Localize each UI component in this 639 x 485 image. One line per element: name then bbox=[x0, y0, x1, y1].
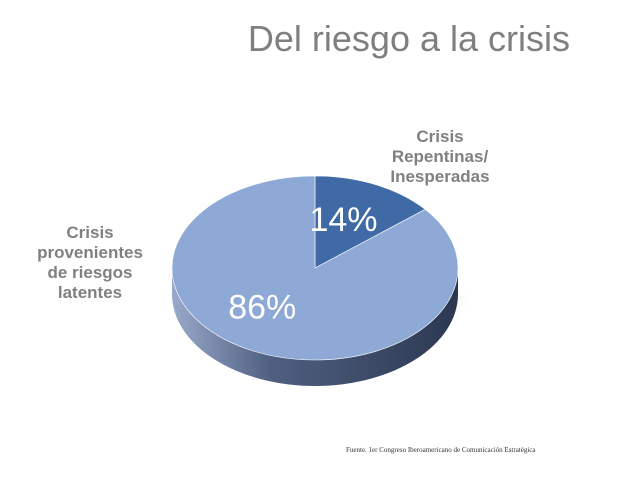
label-sudden-line-3: Inesperadas bbox=[390, 167, 490, 186]
label-sudden-line-2: Repentinas/ bbox=[391, 147, 489, 166]
label-latent-line-3: de riesgos bbox=[47, 263, 133, 282]
pie-slice-1 bbox=[314, 175, 426, 269]
label-latent-line-1: Crisis bbox=[66, 223, 114, 242]
label-latent-line-2: provenientes bbox=[37, 243, 143, 262]
label-sudden-crisis: Crisis Repentinas/ Inesperadas bbox=[360, 127, 520, 187]
label-sudden-line-1: Crisis bbox=[416, 127, 464, 146]
pie-data-label-2: 86% bbox=[228, 289, 296, 327]
pie-data-label-1: 14% bbox=[309, 201, 377, 239]
chart-title: Del riesgo a la crisis bbox=[247, 18, 570, 59]
label-latent-crisis: Crisis provenientes de riesgos latentes bbox=[20, 223, 160, 303]
pie-slice-2 bbox=[171, 175, 459, 361]
label-latent-line-4: latentes bbox=[57, 283, 123, 302]
pie-side-wall bbox=[172, 268, 458, 386]
source-note: Fuente. 1er Congreso Iberoamericano de C… bbox=[346, 446, 536, 454]
